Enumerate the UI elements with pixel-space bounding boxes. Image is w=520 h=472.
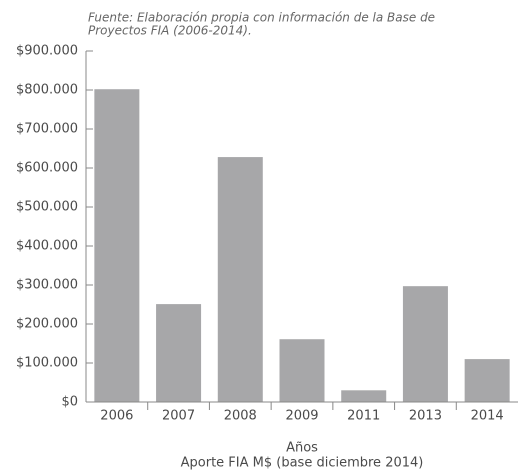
x-tick-label: 2007 (162, 409, 195, 424)
y-tick-label: $400.000 (16, 239, 78, 254)
bar (94, 89, 140, 402)
x-tick-label: 2013 (409, 409, 442, 424)
y-tick-label: $100.000 (16, 356, 78, 371)
caption: Aporte FIA M$ (base diciembre 2014) (181, 456, 424, 471)
x-tick-label: 2014 (471, 409, 504, 424)
x-tick-label: 2011 (347, 409, 380, 424)
y-tick-label: $0 (61, 395, 78, 410)
y-tick-label: $200.000 (16, 317, 78, 332)
x-axis-label: Años (286, 441, 318, 456)
y-tick-label: $900.000 (16, 44, 78, 59)
x-tick-label: 2009 (285, 409, 318, 424)
source-note: Fuente: Elaboración propia con informaci… (88, 11, 435, 25)
bar (279, 339, 325, 402)
bar (217, 157, 263, 402)
bar (156, 304, 202, 402)
bar (341, 390, 387, 402)
x-tick-label: 2006 (100, 409, 133, 424)
y-tick-label: $500.000 (16, 200, 78, 215)
y-tick-label: $300.000 (16, 278, 78, 293)
bar (402, 286, 448, 402)
bar (464, 359, 510, 402)
y-tick-label: $800.000 (16, 83, 78, 98)
source-note: Proyectos FIA (2006-2014). (88, 24, 252, 38)
x-tick-label: 2008 (224, 409, 257, 424)
y-tick-label: $700.000 (16, 122, 78, 137)
y-tick-label: $600.000 (16, 161, 78, 176)
